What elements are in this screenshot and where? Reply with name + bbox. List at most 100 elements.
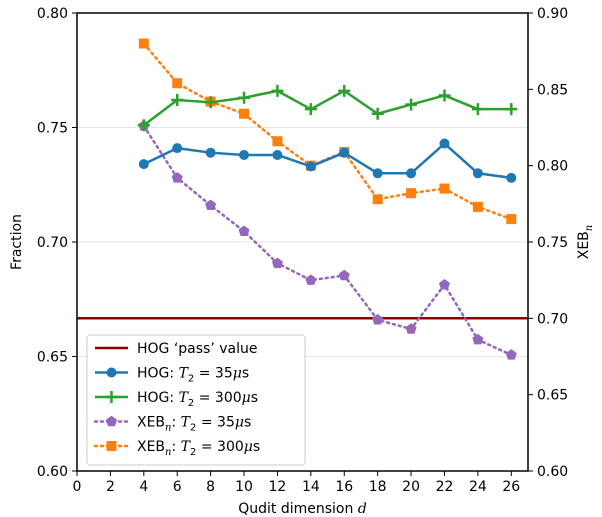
legend-entry-hog-35: HOG: T2 = 35μs xyxy=(95,366,249,385)
legend: HOG ‘pass’ value HOG: T2 = 35μs HOG: T2 … xyxy=(86,334,306,466)
point-hog-35-16 xyxy=(339,147,350,158)
point-hog-35-24 xyxy=(472,168,483,179)
point-xeb-35-20 xyxy=(405,323,417,334)
legend-box xyxy=(86,334,306,466)
series-hog-35 xyxy=(138,138,517,183)
y-left-axis-title: Fraction xyxy=(9,214,25,270)
point-xeb-300-22 xyxy=(439,183,450,194)
y-right-tick-label-0.65: 0.65 xyxy=(537,388,568,404)
x-axis-title-text: Qudit dimension xyxy=(238,501,358,517)
x-axis-title: Qudit dimension d xyxy=(238,501,367,517)
x-tick-label-0: 0 xyxy=(73,479,82,495)
y-left-tick-label-0.70: 0.70 xyxy=(37,235,68,251)
point-hog-35-12 xyxy=(272,149,283,160)
point-hog-35-8 xyxy=(205,147,216,158)
point-hog-35-18 xyxy=(372,168,383,179)
y-right-tick-label-0.60: 0.60 xyxy=(537,464,568,480)
y-left-tick-label-0.80: 0.80 xyxy=(37,6,68,22)
y-right-axis-title-main: XEB xyxy=(576,231,592,259)
y-right-tick-label-0.75: 0.75 xyxy=(537,235,568,251)
point-hog-35-22 xyxy=(439,138,450,149)
point-hog-35-20 xyxy=(406,168,417,179)
y-right-axis-title: XEBn xyxy=(576,225,595,260)
series-xeb-300 xyxy=(138,38,517,225)
point-hog-35-14 xyxy=(305,161,316,172)
legend-marker-hog-35 xyxy=(106,367,117,378)
point-hog-300-8 xyxy=(204,96,217,109)
x-tick-label-4: 4 xyxy=(139,479,148,495)
x-tick-label-22: 22 xyxy=(436,479,454,495)
point-hog-35-10 xyxy=(239,149,250,160)
point-hog-300-6 xyxy=(171,94,184,107)
point-xeb-300-6 xyxy=(172,78,183,89)
point-xeb-35-6 xyxy=(171,172,183,183)
x-tick-label-18: 18 xyxy=(369,479,387,495)
point-xeb-35-10 xyxy=(238,225,250,237)
x-tick-label-6: 6 xyxy=(173,479,182,495)
series-line-xeb-300 xyxy=(142,42,513,221)
y-left-tick-label-0.75: 0.75 xyxy=(37,121,68,137)
legend-entry-hog-pass: HOG ‘pass’ value xyxy=(95,341,258,357)
legend-label-hog-35: HOG: T2 = 35μs xyxy=(137,366,249,385)
point-xeb-35-14 xyxy=(305,274,317,285)
point-xeb-300-26 xyxy=(506,214,517,225)
y-left-tick-label-0.65: 0.65 xyxy=(37,350,68,366)
legend-entry-hog-300: HOG: T2 = 300μs xyxy=(95,390,258,409)
point-hog-300-4 xyxy=(137,119,150,132)
legend-marker-xeb-300 xyxy=(106,441,117,451)
series-line-xeb-35 xyxy=(142,124,513,357)
y-right-axis-title-sub: n xyxy=(584,225,595,231)
y-right-tick-label-0.80: 0.80 xyxy=(537,159,568,175)
point-xeb-35-26 xyxy=(505,349,517,360)
point-hog-35-26 xyxy=(506,172,517,183)
point-hog-300-24 xyxy=(471,103,484,116)
x-tick-label-26: 26 xyxy=(502,479,520,495)
point-xeb-300-12 xyxy=(272,136,283,147)
point-hog-300-10 xyxy=(238,91,251,104)
point-xeb-35-8 xyxy=(205,199,217,211)
point-hog-300-20 xyxy=(405,98,418,111)
x-tick-label-14: 14 xyxy=(302,479,320,495)
x-tick-label-2: 2 xyxy=(106,479,115,495)
point-xeb-300-20 xyxy=(406,188,417,199)
legend-marker-xeb-35 xyxy=(105,415,118,427)
series-layer xyxy=(137,38,518,360)
legend-label-hog-300: HOG: T2 = 300μs xyxy=(137,390,258,409)
x-tick-label-12: 12 xyxy=(269,479,287,495)
point-hog-35-6 xyxy=(172,143,183,154)
y-right-tick-label-0.90: 0.90 xyxy=(537,6,568,22)
point-xeb-300-18 xyxy=(372,194,383,205)
point-xeb-300-24 xyxy=(472,201,483,212)
point-hog-300-16 xyxy=(338,84,351,97)
point-xeb-35-18 xyxy=(372,314,384,325)
x-tick-label-24: 24 xyxy=(469,479,487,495)
x-tick-label-10: 10 xyxy=(235,479,253,495)
point-xeb-35-12 xyxy=(271,257,283,269)
legend-label-xeb-300: XEBn: T2 = 300μs xyxy=(137,439,260,458)
point-xeb-300-4 xyxy=(138,38,149,49)
y-right-tick-label-0.85: 0.85 xyxy=(537,82,568,98)
y-right-tick-label-0.70: 0.70 xyxy=(537,311,568,327)
x-tick-label-16: 16 xyxy=(335,479,353,495)
point-hog-300-14 xyxy=(304,103,317,116)
legend-label-hog-pass: HOG ‘pass’ value xyxy=(137,341,258,357)
point-xeb-35-22 xyxy=(438,278,450,290)
point-hog-35-4 xyxy=(138,159,149,170)
point-hog-300-22 xyxy=(438,89,451,102)
x-axis-title-var: d xyxy=(358,501,367,517)
point-hog-300-18 xyxy=(371,107,384,120)
x-tick-label-20: 20 xyxy=(402,479,420,495)
point-xeb-35-16 xyxy=(338,269,350,281)
point-xeb-300-10 xyxy=(239,108,250,119)
axis-ticks: 0 2 4 6 8 10 12 14 16 18 20 22 24 260.600.650.700.750… xyxy=(37,6,568,495)
series-hog-300 xyxy=(137,84,518,132)
legend-entry-xeb-300: XEBn: T2 = 300μs xyxy=(93,439,260,458)
series-line-hog-35 xyxy=(143,142,512,180)
point-xeb-35-24 xyxy=(472,333,484,345)
series-xeb-35 xyxy=(138,120,517,360)
y-left-tick-label-0.60: 0.60 xyxy=(37,464,68,480)
point-hog-300-26 xyxy=(505,103,518,116)
legend-label-xeb-35: XEBn: T2 = 35μs xyxy=(137,415,251,434)
legend-entry-xeb-35: XEBn: T2 = 35μs xyxy=(93,415,251,434)
